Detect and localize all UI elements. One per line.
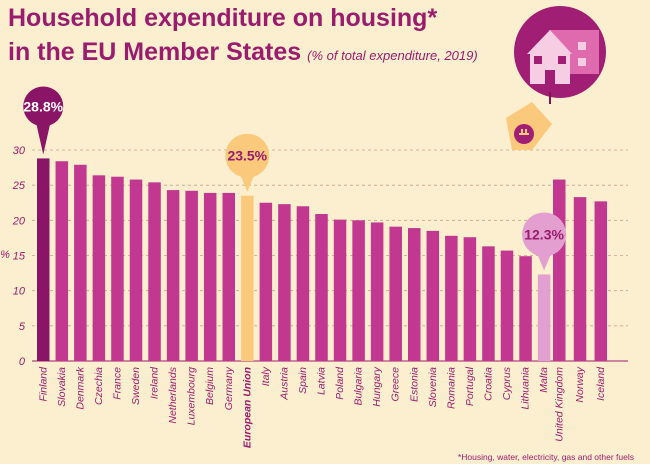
- bar-lithuania: [519, 256, 532, 361]
- category-label: Lithuania: [520, 367, 532, 410]
- bar-czechia: [92, 175, 106, 361]
- category-label: Croatia: [482, 367, 494, 401]
- category-label: Netherlands: [167, 366, 179, 423]
- callout-bubble: [23, 86, 64, 127]
- category-label: European Union: [241, 367, 253, 448]
- category-label: Germany: [223, 366, 235, 410]
- callouts: 28.8% 23.5% 12.3%: [23, 86, 567, 271]
- category-label: Portugal: [464, 366, 476, 406]
- y-tick-label: 5: [19, 321, 26, 333]
- price-tag-icon: [506, 102, 552, 150]
- bar-slovenia: [426, 230, 440, 361]
- callout-finland: 28.8%: [23, 86, 64, 155]
- callout-bubble: [225, 133, 270, 178]
- callout-pointer: [240, 174, 255, 192]
- bar-finland: [37, 158, 50, 361]
- bar-germany: [222, 192, 235, 361]
- callout-european-union: 23.5%: [225, 133, 270, 192]
- bar-sweden: [129, 179, 143, 361]
- chart-subtitle: (% of total expenditure, 2019): [307, 48, 478, 63]
- bar-norway: [573, 197, 587, 361]
- bar-cyprus: [500, 250, 514, 361]
- callout-malta: 12.3%: [522, 212, 567, 271]
- category-label: Ireland: [149, 366, 161, 399]
- y-tick-label: 30: [13, 145, 26, 157]
- category-labels: Finland Slovakia Denmark Czechia France Swede…: [37, 366, 607, 448]
- category-label: Bulgaria: [353, 367, 365, 406]
- y-tick-label: 15: [13, 251, 26, 263]
- category-label: Slovakia: [56, 367, 68, 407]
- category-label: Cyprus: [501, 366, 513, 400]
- bar-poland: [333, 219, 347, 361]
- category-label: Belgium: [204, 367, 216, 405]
- bars: [37, 158, 608, 361]
- bar-european-union: [241, 195, 254, 361]
- category-label: Sweden: [130, 367, 142, 405]
- category-label: Spain: [297, 367, 309, 394]
- category-label: Czechia: [93, 367, 105, 405]
- footnote: *Housing, water, electricity, gas and ot…: [457, 452, 634, 462]
- bar-spain: [296, 206, 310, 361]
- callout-pointer: [537, 253, 552, 271]
- category-label: Iceland: [595, 366, 607, 401]
- category-label: Poland: [334, 366, 346, 400]
- bar-greece: [389, 226, 402, 361]
- bar-latvia: [315, 214, 328, 361]
- category-label: Hungary: [371, 366, 383, 406]
- bar-bulgaria: [352, 220, 365, 361]
- category-label: Estonia: [408, 367, 420, 402]
- chart-title: Household expenditure on housing*: [8, 4, 438, 32]
- bar-italy: [259, 202, 273, 361]
- bar-iceland: [594, 201, 608, 361]
- bar-estonia: [408, 228, 421, 361]
- bar-netherlands: [166, 190, 180, 361]
- bar-austria: [278, 204, 291, 361]
- callout-pointer: [36, 123, 51, 155]
- y-tick-label: 20: [12, 215, 26, 227]
- category-label: Latvia: [316, 367, 328, 395]
- house-icon: [514, 6, 606, 104]
- chart-title-line-2: in the EU Member States (% of total expen…: [8, 38, 478, 70]
- bar-malta: [537, 274, 551, 361]
- y-axis-label: %: [0, 249, 10, 261]
- category-label: Italy: [260, 366, 272, 386]
- callout-bubble: [522, 212, 567, 257]
- category-label: Malta: [538, 367, 550, 393]
- category-label: Denmark: [74, 366, 86, 409]
- bar-denmark: [74, 164, 87, 361]
- callout-value: 28.8%: [23, 98, 63, 114]
- y-tick-label: 0: [19, 356, 26, 368]
- bar-france: [111, 176, 124, 361]
- callout-value: 23.5%: [227, 148, 267, 164]
- callout-value: 12.3%: [524, 226, 564, 242]
- category-label: France: [111, 367, 123, 400]
- bar-portugal: [463, 237, 477, 361]
- category-label: Romania: [445, 367, 457, 409]
- bar-luxembourg: [185, 190, 198, 361]
- bar-united-kingdom: [553, 179, 566, 361]
- bar-croatia: [482, 246, 495, 361]
- bar-romania: [445, 235, 458, 361]
- category-label: Austria: [278, 367, 290, 401]
- bar-belgium: [203, 192, 217, 361]
- category-label: Finland: [37, 366, 49, 402]
- category-label: United Kingdom: [553, 367, 565, 442]
- category-label: Norway: [574, 366, 586, 402]
- category-label: Luxembourg: [186, 367, 198, 426]
- category-label: Slovenia: [427, 367, 439, 407]
- bar-ireland: [148, 182, 161, 361]
- y-tick-label: 10: [13, 286, 26, 298]
- chart-title-second-line: in the EU Member States: [8, 38, 302, 66]
- bar-hungary: [370, 222, 384, 361]
- category-label: Greece: [390, 367, 402, 402]
- y-tick-label: 25: [12, 180, 26, 192]
- bar-slovakia: [55, 161, 69, 361]
